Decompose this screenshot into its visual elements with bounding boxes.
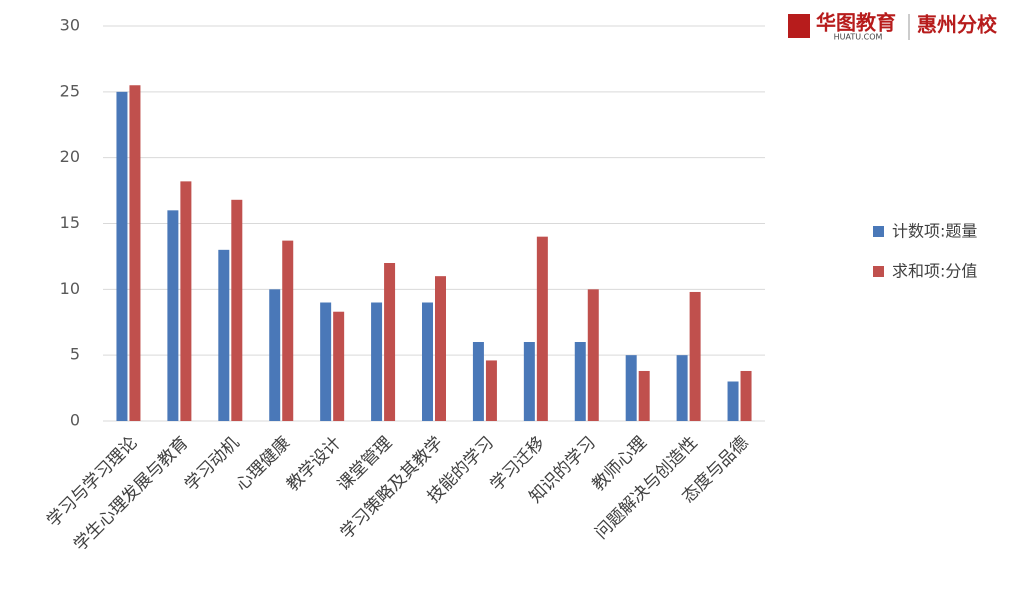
bar	[269, 289, 281, 421]
legend-label: 求和项:分值	[892, 262, 977, 281]
bar	[574, 342, 586, 421]
bar	[727, 381, 739, 421]
bar	[116, 91, 128, 421]
bar	[333, 311, 345, 421]
y-tick-label: 0	[70, 411, 80, 430]
bar	[282, 240, 294, 421]
logo-branch: 惠州分校	[917, 13, 998, 37]
bar	[129, 85, 141, 421]
x-tick-label: 学习动机	[181, 433, 243, 495]
y-tick-label: 20	[60, 147, 80, 166]
bar	[587, 289, 599, 421]
bar	[422, 302, 433, 421]
bar	[167, 210, 179, 421]
bar	[740, 370, 752, 421]
y-tick-label: 30	[60, 16, 80, 35]
bar	[435, 276, 446, 421]
legend-swatch	[873, 266, 884, 277]
bar	[689, 291, 701, 421]
bar	[231, 199, 243, 421]
logo-url: HUATU.COM	[834, 33, 883, 42]
bar	[218, 249, 230, 421]
logo-icon	[788, 14, 810, 38]
x-tick-label: 心理健康	[232, 433, 294, 495]
bar	[676, 355, 688, 421]
bar	[536, 236, 548, 421]
logo: 华图教育 HUATU.COM 惠州分校	[788, 11, 998, 42]
bar	[371, 302, 383, 421]
legend-swatch	[873, 226, 884, 237]
y-tick-label: 5	[70, 345, 80, 364]
y-tick-label: 10	[60, 279, 80, 298]
bar	[472, 342, 484, 421]
logo-name: 华图教育	[816, 11, 896, 35]
bar	[180, 181, 192, 421]
bar	[638, 370, 650, 421]
legend-label: 计数项:题量	[892, 222, 977, 241]
bar	[485, 360, 497, 421]
bar	[320, 302, 332, 421]
bar	[523, 342, 535, 421]
x-tick-label: 学习与学习理论	[43, 433, 141, 531]
bar	[625, 355, 637, 421]
bar	[384, 263, 396, 421]
y-tick-label: 15	[60, 213, 80, 232]
y-tick-label: 25	[60, 81, 80, 100]
x-tick-label: 教学设计	[283, 433, 345, 495]
